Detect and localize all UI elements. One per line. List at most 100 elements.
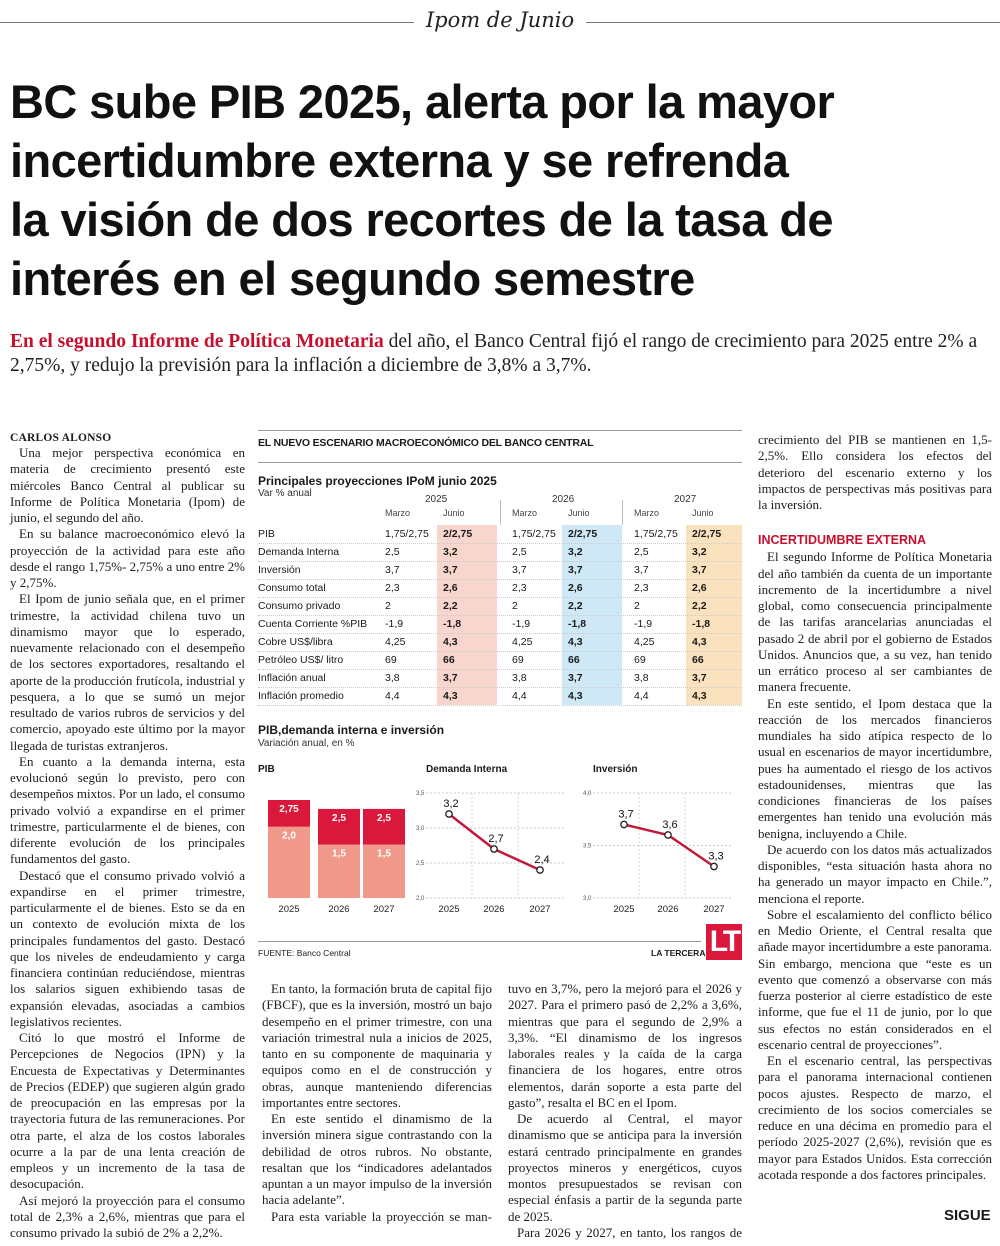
x-tick-label: 2026	[657, 904, 678, 915]
subhead: INCERTIDUMBRE EXTERNA	[758, 533, 927, 548]
data-point	[490, 845, 498, 853]
cell-marzo: 3,7	[634, 564, 649, 576]
cell-junio: 3,2	[692, 546, 707, 558]
cell-junio: 4,3	[568, 690, 583, 702]
bar-low-2027	[363, 844, 405, 898]
data-point	[536, 866, 544, 874]
cell-junio: -1,8	[692, 618, 711, 630]
infographic: EL NUEVO ESCENARIO MACROECONÓMICO DEL BA…	[258, 430, 742, 960]
cell-junio: 3,7	[443, 564, 458, 576]
cell-junio: 2,2	[443, 600, 458, 612]
article-column-2b: tuvo en 3,7%, pero la mejoró para el 202…	[508, 981, 742, 1241]
x-tick-label: 2027	[373, 904, 394, 915]
cell-junio: 2,6	[443, 582, 458, 594]
subcol-marzo: Marzo	[385, 508, 411, 518]
cell-marzo: 3,8	[634, 672, 649, 684]
headline-line: interés en el segundo semestre	[10, 252, 695, 305]
y-tick-label: 4,0	[583, 791, 592, 797]
table-row: Consumo total 2,3 2,6 2,3 2,6 2,3 2,6	[258, 579, 742, 598]
chart-title-demanda: Demanda Interna	[426, 764, 508, 775]
section-kicker: Ipom de Junio	[0, 8, 1000, 32]
cell-marzo: 69	[385, 654, 397, 666]
charts-svg: 2,75 2,0 2025 2,5 1,5 2026 2,5 1,5 2027 2,0 2,5 3,0…	[268, 791, 733, 915]
source-note: FUENTE: Banco Central	[258, 948, 351, 958]
cell-marzo: 2,3	[512, 582, 527, 594]
subcol-marzo: Marzo	[512, 508, 538, 518]
cell-marzo: -1,9	[385, 618, 404, 630]
cell-marzo: 4,25	[512, 636, 533, 648]
cell-junio: 2/2,75	[568, 528, 598, 540]
paragraph: Una mejor perspectiva económica en mater…	[10, 445, 245, 525]
table-row: Inflación promedio 4,4 4,3 4,4 4,3 4,4 4,3	[258, 687, 742, 706]
headline: BC sube PIB 2025, alerta por la mayor inc…	[10, 72, 995, 308]
cell-marzo: 3,7	[512, 564, 527, 576]
cell-marzo: 2,3	[385, 582, 400, 594]
bar-high-label: 2,5	[332, 813, 346, 824]
table-row: Cuenta Corriente %PIB -1,9 -1,8 -1,9 -1,8 -1,…	[258, 615, 742, 634]
cell-marzo: 2,3	[634, 582, 649, 594]
row-label: PIB	[258, 528, 275, 540]
cell-marzo: 2	[512, 600, 518, 612]
cell-marzo: 3,8	[512, 672, 527, 684]
chart-title-inversion: Inversión	[593, 764, 638, 775]
cell-marzo: 4,25	[385, 636, 406, 648]
y-tick-label: 3,0	[416, 826, 425, 832]
row-label: Cobre US$/libra	[258, 636, 333, 648]
headline-line: la visión de dos recortes de la tasa de	[10, 193, 834, 246]
continues-label: SIGUE	[944, 1207, 991, 1224]
kicker-rule-right	[575, 22, 1000, 23]
byline: CARLOS ALONSO	[10, 432, 112, 444]
x-tick-label: 2025	[613, 904, 634, 915]
table-row: Inflación anual 3,8 3,7 3,8 3,7 3,8 3,7	[258, 669, 742, 688]
infographic-title: EL NUEVO ESCENARIO MACROECONÓMICO DEL BA…	[258, 437, 594, 449]
cell-junio: 4,3	[692, 690, 707, 702]
table-row: Cobre US$/libra 4,25 4,3 4,25 4,3 4,25 4,3	[258, 633, 742, 652]
cell-junio: 3,2	[443, 546, 458, 558]
table-row: Demanda Interna 2,5 3,2 2,5 3,2 2,5 3,2	[258, 543, 742, 562]
headline-line: incertidumbre externa y se refrenda	[10, 134, 789, 187]
data-point	[664, 831, 672, 839]
cell-junio: 3,7	[568, 672, 583, 684]
infographic-title-rule	[258, 462, 742, 463]
deck: En el segundo Informe de Política Moneta…	[10, 330, 985, 378]
row-label: Inversión	[258, 564, 301, 576]
cell-marzo: 2,5	[634, 546, 649, 558]
year-separator	[500, 500, 501, 525]
bar-low-2025	[268, 826, 310, 898]
cell-marzo: 2	[385, 600, 391, 612]
cell-junio: 2/2,75	[692, 528, 722, 540]
cell-junio: 4,3	[443, 636, 458, 648]
bar-range-2026	[318, 808, 360, 845]
cell-junio: -1,8	[568, 618, 587, 630]
cell-marzo: 2,5	[385, 546, 400, 558]
bar-high-label: 2,5	[377, 813, 391, 824]
brand-name: LA TERCERA	[651, 948, 706, 958]
paragraph: Para esta variable la proyección se man-	[271, 1208, 492, 1224]
y-tick-label: 2,5	[416, 861, 425, 867]
cell-marzo: 4,25	[634, 636, 655, 648]
article-column-3: crecimiento del PIB se mantienen en 1,5-…	[758, 432, 992, 1183]
paragraph: De acuerdo al Central, el mayor dinamism…	[508, 1111, 742, 1224]
cell-junio: 3,7	[692, 672, 707, 684]
cell-junio: 66	[568, 654, 580, 666]
paragraph: Sobre el escalamiento del conflicto béli…	[758, 906, 992, 1052]
table-subtitle: Var % anual	[258, 488, 312, 499]
bar-low-label: 2,0	[282, 831, 296, 842]
cell-junio: 4,3	[443, 690, 458, 702]
paragraph: En este sentido, el Ipom destaca que la …	[758, 695, 992, 841]
data-label: 2,7	[488, 833, 503, 845]
cell-marzo: 4,4	[385, 690, 400, 702]
year-header: 2027	[674, 494, 697, 505]
cell-marzo: 69	[512, 654, 524, 666]
cell-marzo: 1,75/2,75	[385, 528, 429, 540]
table-title: Principales proyecciones IPoM junio 2025	[258, 474, 497, 488]
data-label: 3,7	[618, 809, 633, 821]
paragraph: Citó lo que mostró el Informe de Percepc…	[10, 1030, 245, 1192]
paragraph: Para 2026 y 2027, en tanto, los rangos d…	[517, 1224, 742, 1240]
table-row: PIB 1,75/2,75 2/2,75 1,75/2,75 2/2,75 1,75/2,…	[258, 525, 742, 544]
cell-junio: 66	[692, 654, 704, 666]
paragraph: tuvo en 3,7%, pero la mejoró para el 202…	[508, 981, 742, 1110]
x-tick-label: 2026	[328, 904, 349, 915]
y-tick-label: 3,5	[583, 844, 592, 850]
paragraph: Así mejoró la proyección para el consumo…	[10, 1192, 245, 1241]
